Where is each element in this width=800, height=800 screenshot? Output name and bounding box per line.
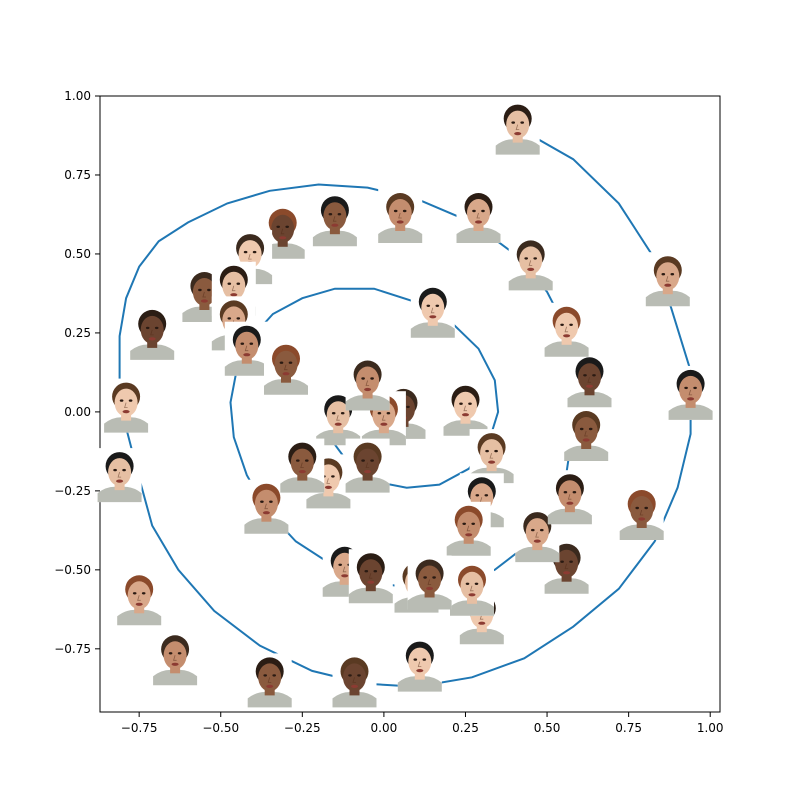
x-tick-label: −0.50	[202, 721, 239, 735]
face-thumbnail	[312, 192, 357, 247]
face-thumbnail	[495, 100, 540, 155]
face-thumbnail	[456, 189, 501, 243]
x-tick-label: −0.25	[284, 721, 321, 735]
face-thumbnail	[544, 539, 589, 594]
y-tick-label: 1.00	[64, 89, 91, 103]
face-thumbnail	[397, 637, 442, 692]
face-thumbnail	[450, 561, 494, 616]
face-thumbnail	[247, 653, 292, 708]
face-thumbnail	[130, 305, 175, 360]
y-axis: −0.75 −0.50 −0.25 0.00 0.25 0.50 0.75 1.00	[54, 89, 100, 656]
face-thumbnail	[407, 555, 452, 610]
face-thumbnail	[97, 448, 142, 503]
face-thumbnail	[348, 549, 393, 604]
x-tick-label: 0.25	[452, 721, 479, 735]
face-thumbnail	[345, 356, 390, 411]
face-thumbnail	[508, 236, 553, 291]
face-thumbnail	[345, 438, 390, 493]
face-thumbnail	[515, 508, 560, 563]
face-thumbnail	[544, 302, 589, 357]
y-tick-label: −0.25	[54, 484, 91, 498]
face-thumbnail	[224, 321, 269, 376]
face-thumbnail	[645, 252, 690, 307]
axes-frame	[99, 95, 721, 713]
face-thumbnail	[443, 381, 488, 436]
x-tick-label: 0.50	[534, 721, 561, 735]
face-thumbnail	[153, 631, 198, 686]
y-tick-label: −0.75	[54, 642, 91, 656]
x-tick-label: 0.00	[371, 721, 398, 735]
y-tick-label: 0.75	[64, 168, 91, 182]
x-tick-label: −0.75	[121, 721, 158, 735]
face-thumbnail	[446, 501, 491, 556]
x-tick-label: 0.75	[615, 721, 642, 735]
x-tick-label: 1.00	[697, 721, 724, 735]
face-thumbnail	[332, 653, 377, 708]
y-tick-label: 0.25	[64, 326, 91, 340]
plot-area	[97, 95, 721, 713]
face-thumbnail	[410, 283, 455, 338]
face-thumbnail	[668, 365, 713, 420]
face-thumbnail	[547, 470, 592, 525]
y-tick-label: 0.50	[64, 247, 91, 261]
face-thumbnail	[619, 486, 664, 540]
face-thumbnail	[117, 571, 162, 626]
x-axis: −0.75 −0.50 −0.25 0.00 0.25 0.50 0.75 1.00	[121, 712, 724, 735]
face-markers	[97, 100, 713, 708]
y-tick-label: −0.50	[54, 563, 91, 577]
face-thumbnail	[244, 479, 289, 534]
y-tick-label: 0.00	[64, 405, 91, 419]
face-thumbnail	[104, 378, 149, 433]
face-thumbnail	[378, 189, 423, 243]
face-thumbnail	[316, 391, 361, 446]
face-thumbnail	[264, 340, 308, 395]
face-thumbnail	[567, 353, 612, 408]
face-thumbnail	[280, 438, 325, 493]
face-thumbnail	[564, 407, 609, 461]
